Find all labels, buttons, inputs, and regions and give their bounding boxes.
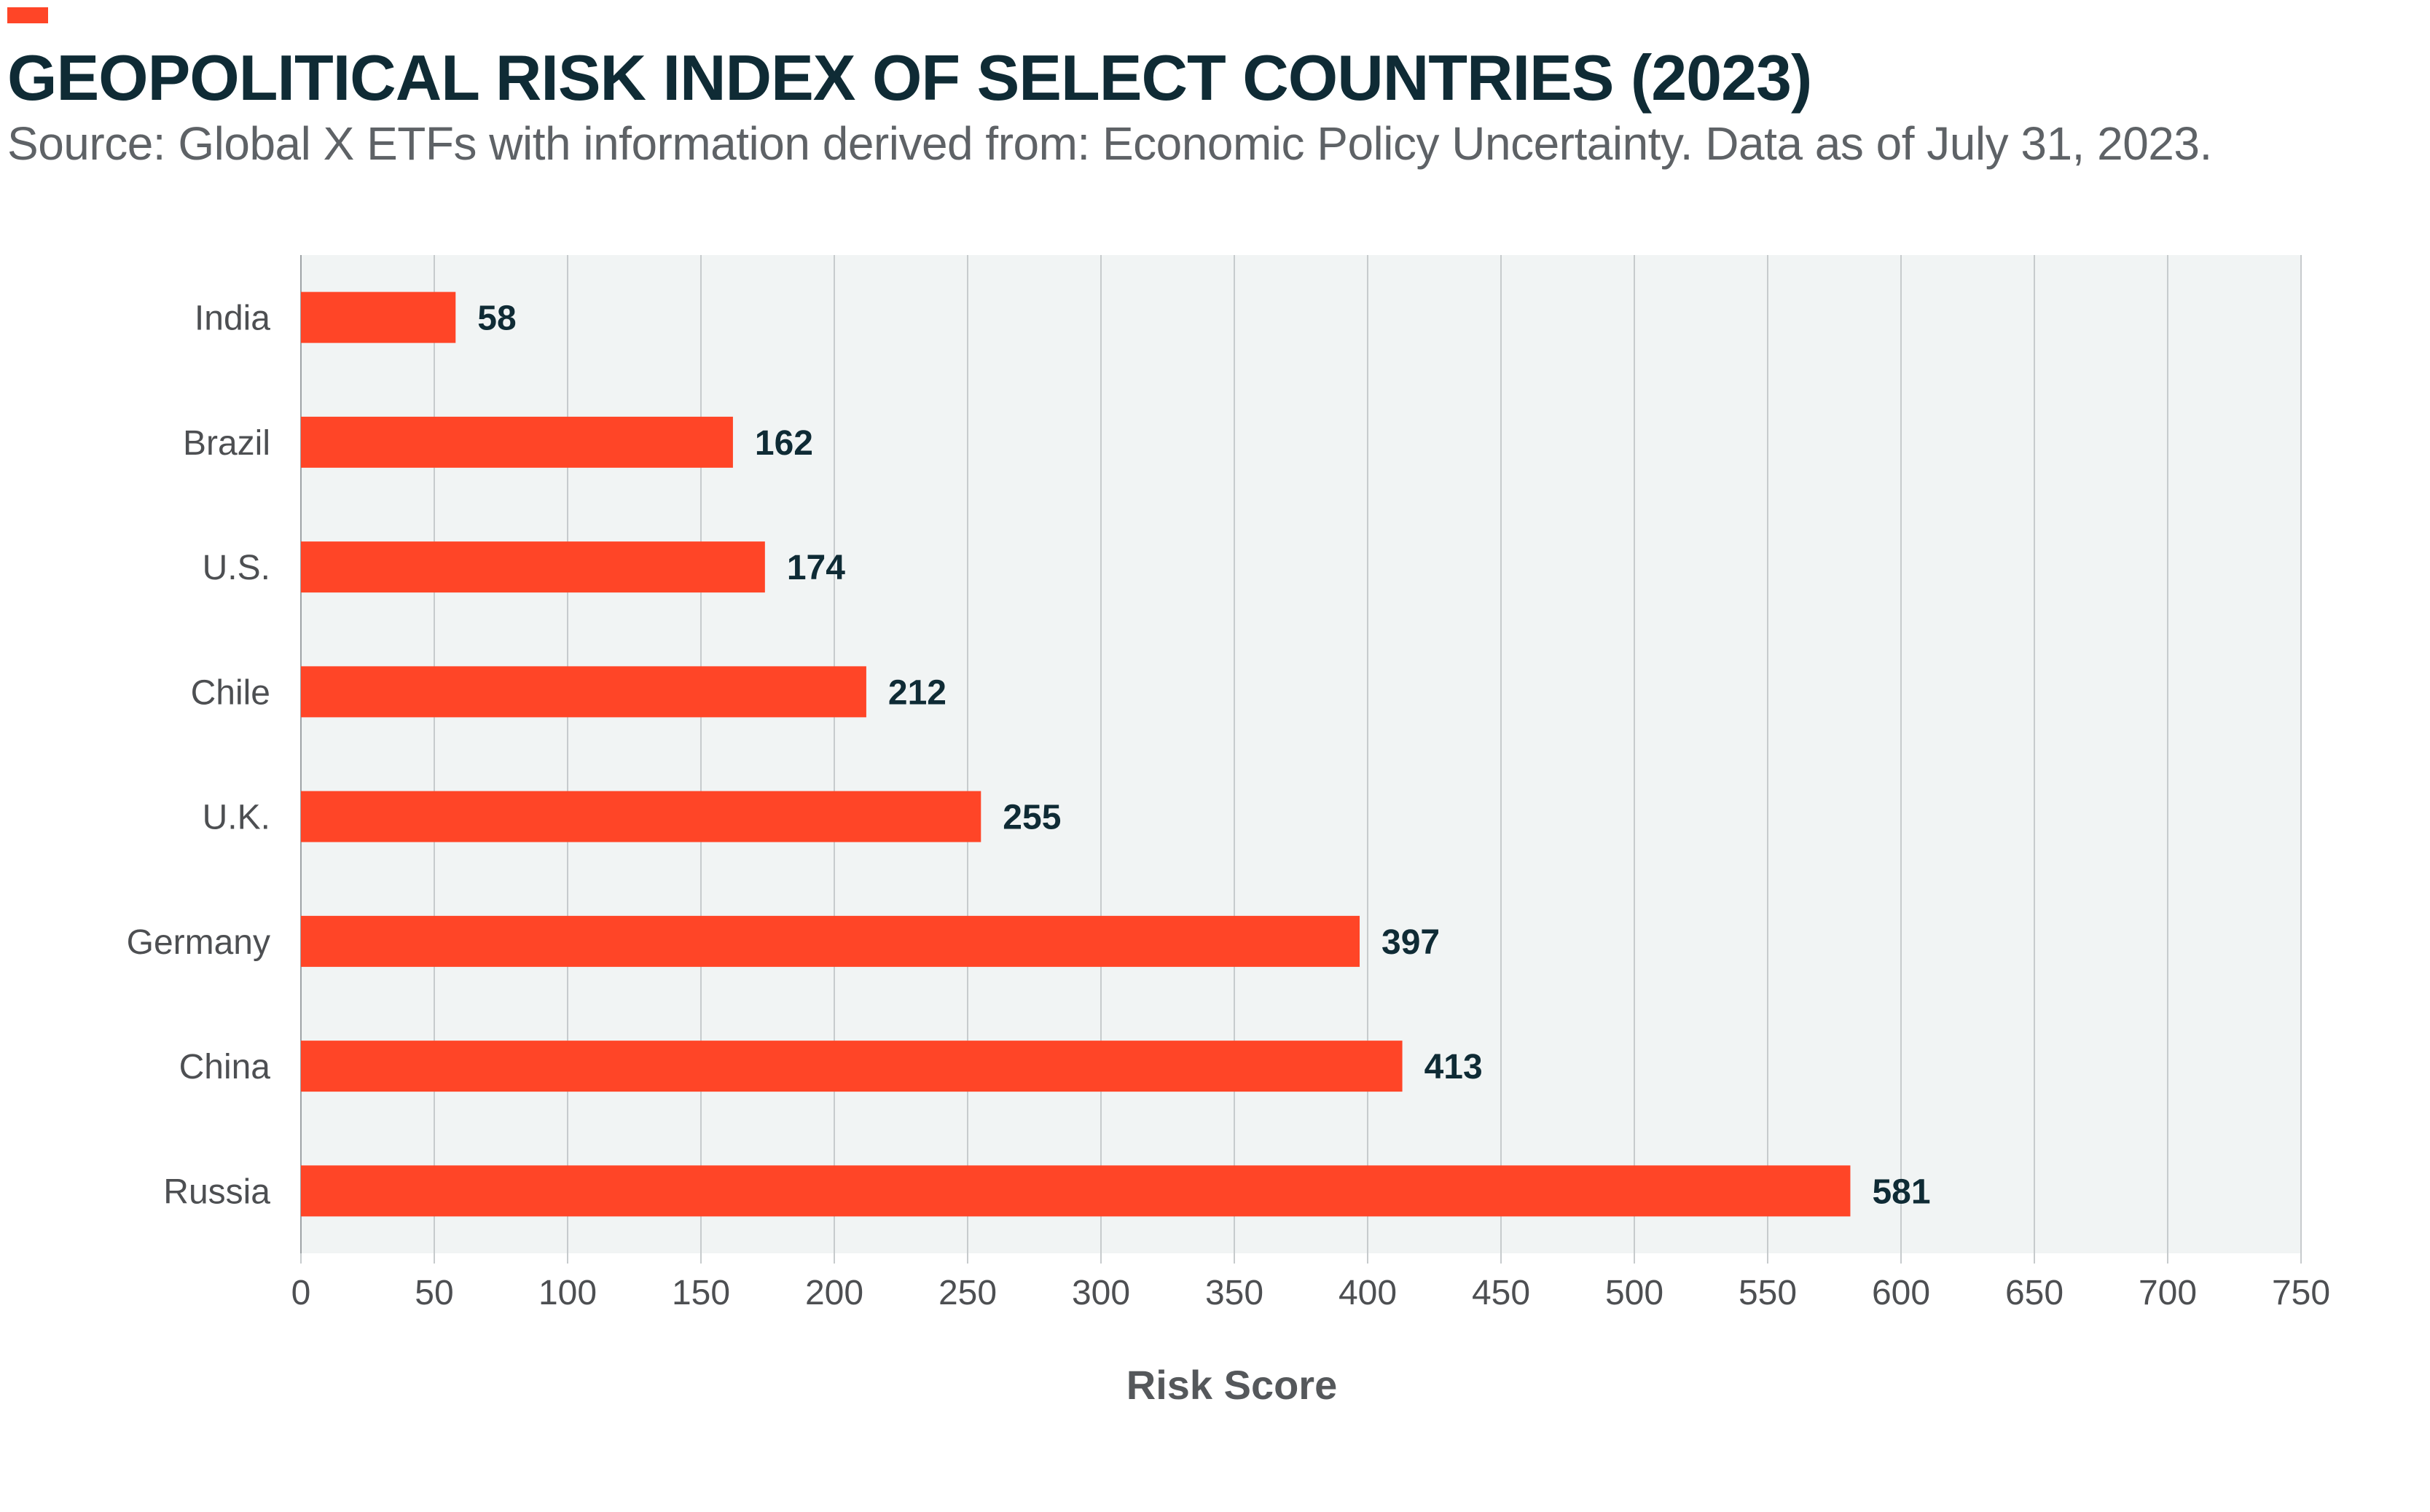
x-tick-label: 350: [1205, 1274, 1263, 1312]
x-tick-label: 50: [415, 1274, 453, 1312]
bar: [301, 416, 733, 468]
plot-area: [301, 255, 2301, 1253]
x-axis-ticks: 0 50 100 150 200 250 300 350 400 450 500 550 600 650 7…: [291, 1253, 2330, 1312]
x-tick-label: 250: [938, 1274, 997, 1312]
category-label: U.S.: [203, 549, 270, 587]
x-tick-label: 500: [1605, 1274, 1663, 1312]
x-tick-label: 400: [1339, 1274, 1397, 1312]
value-label: 162: [755, 424, 813, 463]
category-labels: India Brazil U.S. Chile U.K. Germany China Russ…: [127, 299, 271, 1212]
bar: [301, 1041, 1403, 1092]
x-tick-label: 200: [805, 1274, 863, 1312]
x-tick-label: 300: [1072, 1274, 1130, 1312]
x-tick-label: 650: [2005, 1274, 2063, 1312]
bars: [301, 291, 1851, 1217]
bar: [301, 291, 456, 343]
category-label: China: [179, 1048, 271, 1086]
x-tick-label: 100: [538, 1274, 597, 1312]
x-tick-label: 450: [1472, 1274, 1530, 1312]
chart-title: GEOPOLITICAL RISK INDEX OF SELECT COUNTR…: [7, 42, 1812, 114]
x-tick-label: 700: [2139, 1274, 2197, 1312]
value-label: 58: [477, 299, 516, 338]
value-label: 174: [787, 549, 845, 587]
x-tick-label: 550: [1739, 1274, 1797, 1312]
category-label: Russia: [163, 1172, 270, 1211]
category-label: Germany: [127, 923, 270, 962]
bar: [301, 541, 765, 593]
x-axis-title: Risk Score: [1126, 1362, 1338, 1408]
value-label: 581: [1872, 1172, 1930, 1211]
x-tick-label: 750: [2272, 1274, 2330, 1312]
category-label: U.K.: [203, 799, 270, 837]
accent-bar: [7, 7, 48, 23]
x-tick-label: 0: [291, 1274, 311, 1312]
value-label: 397: [1381, 923, 1440, 962]
x-tick-label: 150: [672, 1274, 730, 1312]
bar: [301, 791, 981, 842]
bar: [301, 915, 1360, 967]
chart-subtitle: Source: Global X ETFs with information d…: [7, 117, 2212, 170]
category-label: Brazil: [183, 424, 270, 463]
value-label: 413: [1424, 1048, 1483, 1086]
value-label: 212: [888, 673, 946, 712]
bar: [301, 666, 866, 718]
category-label: Chile: [191, 673, 270, 712]
value-labels: 58 162 174 212 255 397 413 581: [477, 299, 1930, 1212]
category-label: India: [195, 299, 270, 338]
value-label: 255: [1003, 799, 1061, 837]
bar: [301, 1165, 1851, 1217]
x-tick-label: 600: [1872, 1274, 1930, 1312]
